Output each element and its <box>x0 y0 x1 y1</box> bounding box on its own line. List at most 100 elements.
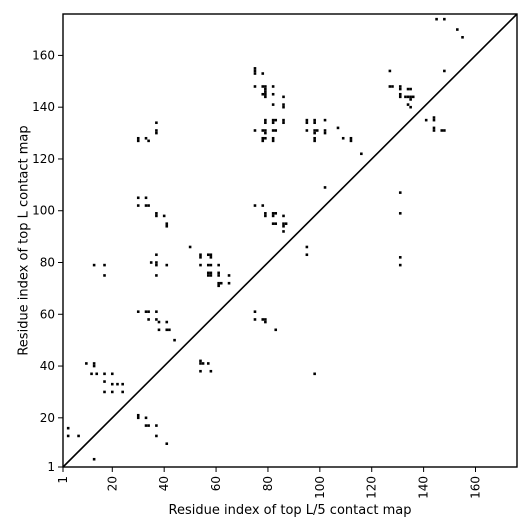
contact-point <box>271 222 275 225</box>
contact-point <box>264 118 267 122</box>
contact-point <box>284 222 288 225</box>
contact-point <box>209 256 213 259</box>
x-tick-label: 1 <box>56 476 70 484</box>
contact-point <box>209 253 213 257</box>
y-tick-label: 40 <box>40 359 55 373</box>
contact-point <box>443 129 446 132</box>
y-tick-label: 60 <box>40 307 55 321</box>
contact-point <box>209 263 213 267</box>
contact-point <box>157 328 161 332</box>
contact-point <box>271 92 275 96</box>
contact-point <box>144 424 148 427</box>
contact-point <box>136 204 140 207</box>
contact-point <box>66 426 70 430</box>
contact-point <box>271 121 275 125</box>
contact-point <box>323 131 327 135</box>
x-tick-label: 80 <box>261 476 275 491</box>
contact-point <box>341 136 345 140</box>
contact-point <box>173 338 176 342</box>
contact-point <box>253 72 257 75</box>
contact-point <box>360 152 363 156</box>
contact-point <box>282 214 285 218</box>
contact-point <box>209 271 213 275</box>
contact-point <box>264 136 267 140</box>
contact-point <box>404 95 407 99</box>
contact-point <box>261 136 265 140</box>
contact-point <box>349 139 353 143</box>
contact-point <box>261 85 265 88</box>
contact-point <box>264 87 267 91</box>
contact-point <box>456 28 459 31</box>
contact-point <box>261 204 265 207</box>
contact-point <box>206 263 210 267</box>
contact-point <box>406 103 410 106</box>
contact-point <box>398 212 402 215</box>
contact-point <box>77 434 80 438</box>
contact-point <box>136 310 140 313</box>
contact-point <box>349 136 353 140</box>
contact-point <box>432 126 436 130</box>
x-tick-label: 20 <box>105 476 119 491</box>
contact-point <box>253 310 257 313</box>
contact-point <box>165 263 169 267</box>
x-axis-label: Residue index of top L/5 contact map <box>169 503 412 518</box>
contact-point <box>199 253 202 257</box>
contact-point <box>323 186 327 189</box>
contact-point <box>103 390 106 394</box>
diagonal-line-layer <box>62 13 518 468</box>
contact-point <box>313 129 316 132</box>
contact-point <box>253 67 257 70</box>
contact-point <box>282 224 285 228</box>
contact-point <box>66 434 70 438</box>
contact-point <box>103 263 106 267</box>
y-axis-label: Residue index of top L contact map <box>17 125 32 355</box>
contact-point <box>199 359 202 363</box>
contact-point <box>398 87 402 91</box>
contact-point <box>165 320 169 324</box>
contact-point <box>155 424 158 427</box>
contact-point <box>217 284 220 288</box>
contact-point <box>409 105 412 109</box>
contact-point <box>121 390 124 394</box>
contact-point <box>209 274 213 277</box>
x-tick-label: 60 <box>209 476 223 491</box>
contact-point <box>336 126 340 130</box>
contact-point <box>155 212 158 215</box>
contact-point <box>264 95 267 99</box>
contact-point <box>110 390 114 394</box>
contact-point <box>271 212 275 215</box>
contact-point <box>271 214 275 218</box>
contact-point <box>110 372 114 376</box>
scatter-points <box>66 17 464 461</box>
contact-point <box>261 129 265 132</box>
contact-point <box>282 222 285 225</box>
contact-point <box>209 369 213 373</box>
contact-point <box>95 372 99 376</box>
contact-point <box>398 85 402 88</box>
contact-point <box>227 274 231 277</box>
contact-point <box>199 362 202 365</box>
contact-point <box>282 121 285 125</box>
contact-point <box>264 320 267 324</box>
contact-point <box>103 274 106 277</box>
contact-point <box>157 320 161 324</box>
contact-point <box>313 131 316 135</box>
contact-point <box>409 87 412 91</box>
contact-point <box>323 118 327 122</box>
contact-point <box>155 310 158 313</box>
contact-point <box>155 261 158 264</box>
contact-point <box>261 72 265 75</box>
contact-point <box>147 424 150 427</box>
contact-point <box>90 372 93 376</box>
contact-point <box>155 274 158 277</box>
y-tick-label: 100 <box>32 204 55 218</box>
contact-point <box>435 17 438 21</box>
contact-point <box>271 118 275 122</box>
x-tick-label: 120 <box>365 476 379 499</box>
contact-point <box>92 364 96 368</box>
contact-point <box>432 129 436 132</box>
contact-point <box>155 263 158 267</box>
contact-point <box>264 318 267 321</box>
contact-point <box>219 281 223 285</box>
